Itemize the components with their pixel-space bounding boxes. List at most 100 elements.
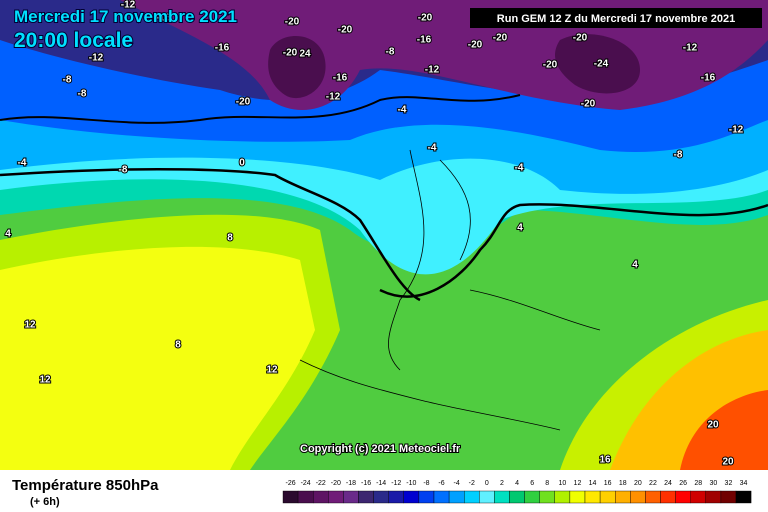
contour-label: 8 xyxy=(175,340,181,351)
scale-label: 18 xyxy=(619,480,627,487)
contour-label: -8 xyxy=(63,75,72,86)
scale-cell xyxy=(313,490,329,504)
contour-label: -16 xyxy=(156,13,171,24)
contour-label: 8 xyxy=(227,233,233,244)
contour-label: 4 xyxy=(632,260,638,271)
scale-label: -20 xyxy=(331,480,341,487)
contour-label: -20 xyxy=(418,13,433,24)
scale-label: -4 xyxy=(454,480,460,487)
date-title: Mercredi 17 novembre 2021 xyxy=(14,7,237,26)
contour-label: -4 xyxy=(515,163,524,174)
contour-label: -20 xyxy=(493,33,508,44)
scale-label: 26 xyxy=(679,480,687,487)
contour-label: -8 xyxy=(119,165,128,176)
scale-label: -2 xyxy=(469,480,475,487)
color-scale: -26 -24 -22 -20 -18 -16 -14 -12 -10 -8 -6 -4 -2 0 2 4 6 8… xyxy=(282,480,752,504)
scale-cell xyxy=(705,490,722,504)
contour-label: 12 xyxy=(39,375,51,386)
scale-cell xyxy=(418,490,435,504)
contour-label: -12 xyxy=(326,92,341,103)
scale-label: -6 xyxy=(438,480,444,487)
contour-label: -12 xyxy=(729,125,744,136)
contour-label: -20 xyxy=(573,33,588,44)
scale-cell xyxy=(282,490,299,504)
scale-cell xyxy=(373,490,389,504)
contour-label: 16 xyxy=(599,455,611,466)
scale-cell xyxy=(388,490,405,504)
contour-label: -8 xyxy=(78,89,87,100)
scale-label: 2 xyxy=(500,480,504,487)
scale-cell xyxy=(630,490,646,504)
scale-label: 16 xyxy=(604,480,612,487)
contour-label: -20 xyxy=(283,48,298,59)
run-info: Run GEM 12 Z du Mercredi 17 novembre 202… xyxy=(497,13,735,25)
scale-label: 6 xyxy=(530,480,534,487)
contour-label: 4 xyxy=(5,229,11,240)
map-fields xyxy=(0,0,768,470)
contour-label: -12 xyxy=(683,43,698,54)
scale-cell xyxy=(690,490,707,504)
scale-cell xyxy=(464,490,480,504)
contour-label: -12 xyxy=(425,65,440,76)
scale-cell xyxy=(297,490,314,504)
time-title: 20:00 locale xyxy=(14,29,133,52)
contour-label: 20 xyxy=(707,420,719,431)
footer-title: Température 850hPa xyxy=(12,477,159,494)
contour-label: 20 xyxy=(722,457,734,468)
scale-cell xyxy=(343,490,359,504)
scale-label: -10 xyxy=(406,480,416,487)
scale-label: 32 xyxy=(725,480,733,487)
contour-label: -20 xyxy=(236,97,251,108)
contour-label: -16 xyxy=(333,73,348,84)
contour-label: 24 xyxy=(299,49,311,60)
contour-label: -20 xyxy=(285,17,300,28)
scale-cell xyxy=(599,490,616,504)
contour-label: -4 xyxy=(18,158,27,169)
scale-label: -16 xyxy=(361,480,371,487)
contour-label: -16 xyxy=(417,35,432,46)
contour-label: -16 xyxy=(215,43,230,54)
contour-label: -20 xyxy=(338,25,353,36)
contour-label: -16 xyxy=(701,73,716,84)
scale-label: -22 xyxy=(316,480,326,487)
contour-labels: -12-16 -20-20-16-20-20-20 -20-12-12-16 -20 2… xyxy=(4,0,744,469)
contour-label: -24 xyxy=(594,59,609,70)
contour-label: -20 xyxy=(468,40,483,51)
scale-label: 30 xyxy=(709,480,717,487)
scale-label: 22 xyxy=(649,480,657,487)
scale-label: 0 xyxy=(485,480,489,487)
contour-label: -8 xyxy=(386,47,395,58)
scale-label: -24 xyxy=(301,480,311,487)
scale-label: 4 xyxy=(515,480,519,487)
scale-label: 12 xyxy=(574,480,582,487)
scale-cell xyxy=(494,490,510,504)
scale-label: 10 xyxy=(558,480,566,487)
scale-label: -12 xyxy=(391,480,401,487)
footer-subtitle: (+ 6h) xyxy=(30,496,60,508)
scale-cell xyxy=(660,490,676,504)
contour-label: 12 xyxy=(266,365,278,376)
scale-label: 8 xyxy=(545,480,549,487)
contour-label: -12 xyxy=(89,53,104,64)
scale-label: -26 xyxy=(285,480,295,487)
contour-label: 0 xyxy=(239,158,245,169)
scale-cell xyxy=(509,490,525,504)
run-box xyxy=(470,8,762,28)
scale-cell xyxy=(615,490,631,504)
scale-label: 34 xyxy=(740,480,748,487)
scale-cell xyxy=(735,490,752,504)
scale-label: 20 xyxy=(634,480,642,487)
scale-cell xyxy=(675,490,691,504)
scale-label: -14 xyxy=(376,480,386,487)
contour-label: -4 xyxy=(398,105,407,116)
scale-cell xyxy=(539,490,556,504)
copyright: Copyright (c) 2021 Meteociel.fr xyxy=(300,443,461,455)
contour-label: -8 xyxy=(674,150,683,161)
scale-cell xyxy=(584,490,601,504)
scale-label: 28 xyxy=(694,480,702,487)
contour-label: -12 xyxy=(121,0,136,11)
contour-label: 4 xyxy=(517,223,523,234)
scale-cell xyxy=(358,490,374,504)
contour-label: -4 xyxy=(428,143,437,154)
